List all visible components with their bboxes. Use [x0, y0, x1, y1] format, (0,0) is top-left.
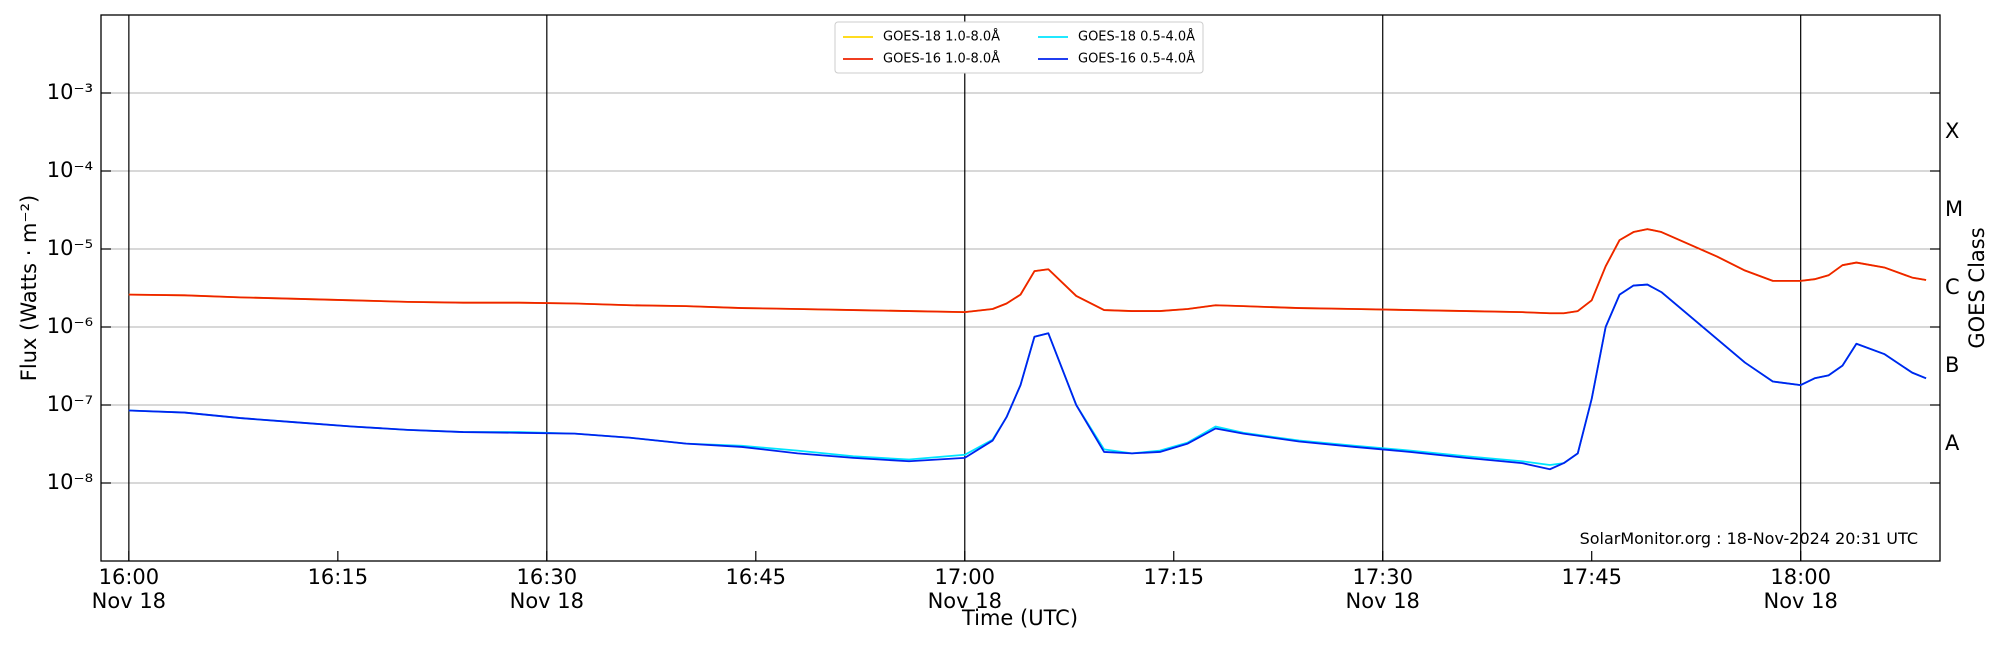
x-tick-label: Nov 18	[92, 589, 166, 613]
x-tick-label: 16:30	[517, 565, 578, 589]
x-tick-label: 16:00	[99, 565, 160, 589]
y-tick-label: 10⁻⁶	[47, 314, 93, 338]
x-tick-label: 18:00	[1770, 565, 1831, 589]
x-tick-label: Nov 18	[1763, 589, 1837, 613]
y2-tick-label: X	[1945, 119, 1959, 143]
annotation: SolarMonitor.org : 18-Nov-2024 20:31 UTC	[1580, 529, 1918, 548]
y-tick-label: 10⁻³	[47, 80, 93, 104]
x-tick-label: 16:15	[308, 565, 369, 589]
x-tick-label: 17:45	[1561, 565, 1622, 589]
y2-tick-label: B	[1945, 353, 1959, 377]
y-tick-label: 10⁻⁸	[47, 470, 93, 494]
x-tick-label: 17:00	[935, 565, 996, 589]
x-tick-label: 17:30	[1352, 565, 1413, 589]
legend-label: GOES-16 0.5-4.0Å	[1078, 51, 1195, 67]
legend-label: GOES-18 1.0-8.0Å	[883, 29, 1000, 45]
series-line	[128, 228, 1927, 315]
x-tick-label: Nov 18	[1346, 589, 1420, 613]
y-tick-label: 10⁻⁴	[47, 158, 93, 182]
series-line	[128, 283, 1927, 471]
plot-frame	[100, 14, 1941, 562]
y-tick-label: 10⁻⁵	[47, 236, 93, 260]
legend-label: GOES-16 1.0-8.0Å	[883, 51, 1000, 67]
y-tick-label: 10⁻⁷	[47, 392, 93, 416]
x-tick-label: 16:45	[726, 565, 787, 589]
x-tick-label: Nov 18	[928, 589, 1002, 613]
x-tick-label: Nov 18	[510, 589, 584, 613]
x-axis-label: Time (UTC)	[961, 606, 1078, 630]
legend-label: GOES-18 0.5-4.0Å	[1078, 29, 1195, 45]
y2-tick-label: A	[1945, 431, 1960, 455]
legend-box	[834, 21, 1204, 74]
y2-axis-label: GOES Class	[1965, 227, 1989, 348]
y2-tick-label: C	[1945, 275, 1960, 299]
x-tick-label: 17:15	[1143, 565, 1204, 589]
y2-tick-label: M	[1945, 197, 1963, 221]
y-axis-label: Flux (Watts · m⁻²)	[17, 195, 41, 381]
